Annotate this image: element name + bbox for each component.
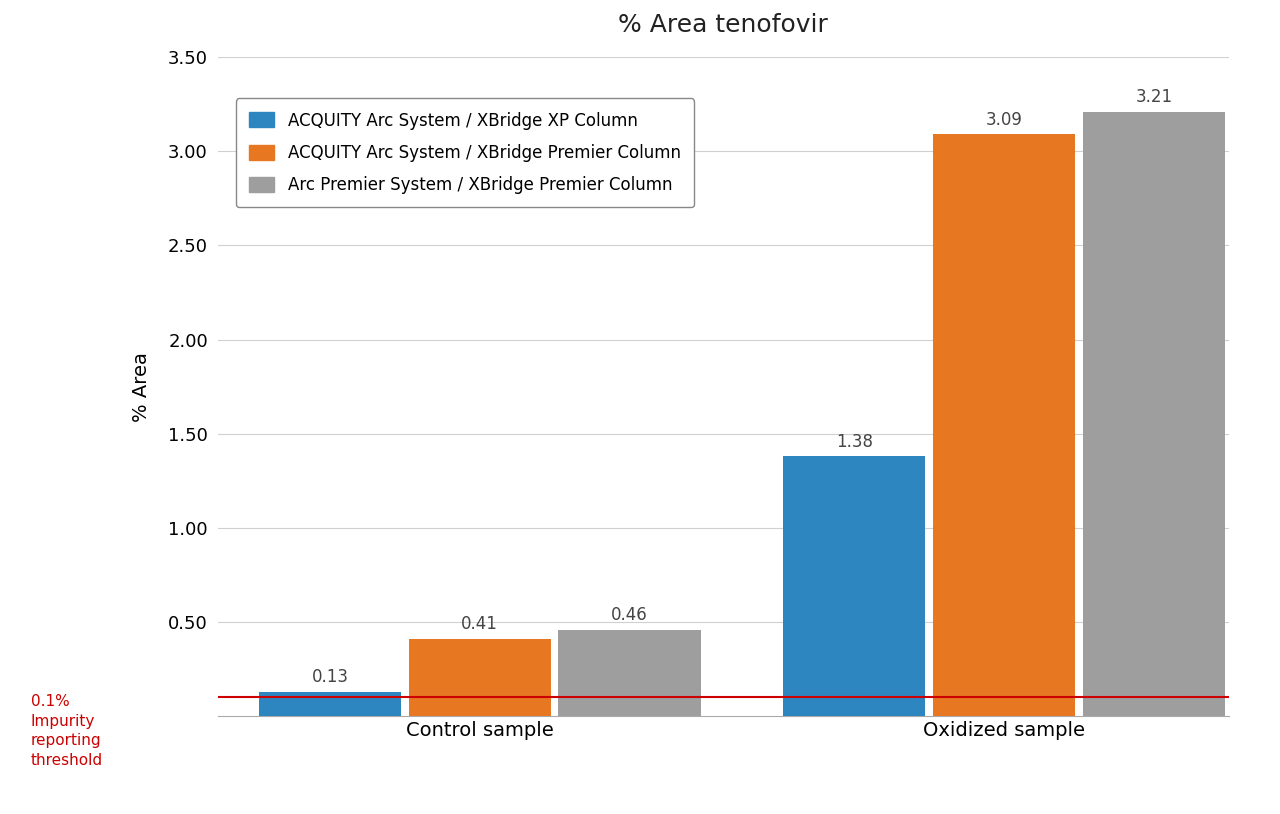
Text: 0.1%
Impurity
reporting
threshold: 0.1% Impurity reporting threshold bbox=[31, 694, 102, 768]
Bar bbox=[259, 692, 401, 716]
Text: 3.21: 3.21 bbox=[1135, 88, 1172, 106]
Bar bbox=[783, 457, 925, 716]
Text: 0.46: 0.46 bbox=[611, 606, 648, 624]
Text: 3.09: 3.09 bbox=[986, 111, 1023, 129]
Title: % Area tenofovir: % Area tenofovir bbox=[618, 13, 828, 37]
Bar bbox=[558, 630, 700, 716]
Legend: ACQUITY Arc System / XBridge XP Column, ACQUITY Arc System / XBridge Premier Col: ACQUITY Arc System / XBridge XP Column, … bbox=[236, 98, 694, 208]
Text: 1.38: 1.38 bbox=[836, 433, 873, 451]
Bar bbox=[933, 134, 1075, 716]
Y-axis label: % Area: % Area bbox=[132, 352, 151, 422]
Text: 0.13: 0.13 bbox=[311, 668, 348, 686]
Bar bbox=[1083, 112, 1225, 716]
Bar bbox=[408, 639, 550, 716]
Text: 0.41: 0.41 bbox=[461, 615, 498, 633]
